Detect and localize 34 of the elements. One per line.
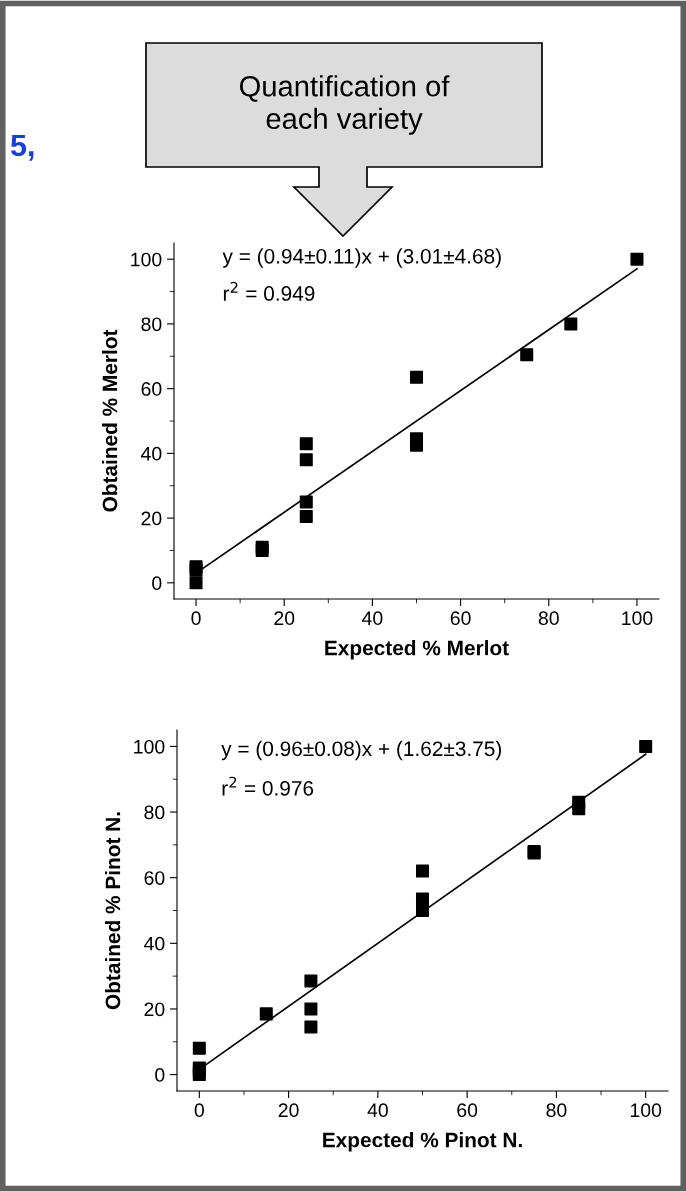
x-tick-label: 60 (457, 1103, 478, 1118)
y-tick-label: 60 (141, 382, 162, 396)
y-tick-label: 60 (144, 871, 165, 885)
y-tick-label: 0 (155, 1068, 165, 1082)
x-tick-label: 20 (278, 1103, 299, 1118)
text: 5, (10, 134, 34, 161)
y-tick-label: 100 (134, 739, 165, 754)
x-tick-label: 40 (362, 611, 383, 626)
y-tick-label: 0 (152, 576, 162, 591)
x-tick-label: 80 (546, 1103, 567, 1118)
y-tick-label: 100 (131, 252, 162, 267)
y-tick-label: 40 (141, 446, 162, 461)
x-tick-label: 0 (194, 1103, 204, 1118)
annotation: y = (0.96±0.08)x + (1.62±3.75) (221, 740, 502, 761)
y-tick-label: 80 (141, 317, 162, 332)
annotation: r$^{2}$ = 0.976 (222, 776, 314, 796)
y-tick-label: 20 (141, 511, 162, 526)
x-tick-label: 20 (274, 611, 295, 626)
x-tick-label: 60 (450, 611, 471, 626)
y-axis-title: Obtained % Merlot (102, 329, 118, 512)
y-axis-title: Obtained % Pinot N. (105, 812, 121, 1010)
annotation: y = (0.94±0.11)x + (3.01±4.68) (222, 248, 501, 268)
x-tick-label: 80 (538, 611, 559, 626)
x-axis-title: Expected % Pinot N. (323, 1132, 522, 1152)
y-tick-label: 80 (144, 805, 165, 820)
annotation: r$^{2}$ = 0.949 (223, 281, 315, 301)
x-axis-title: Expected % Merlot (325, 640, 509, 660)
y-tick-label: 40 (144, 936, 165, 951)
x-tick-label: 100 (630, 1103, 662, 1118)
text: Quantification of each variety (240, 75, 450, 135)
x-tick-label: 100 (622, 611, 653, 626)
x-tick-label: 0 (191, 611, 201, 626)
x-tick-label: 40 (367, 1103, 388, 1118)
y-tick-label: 20 (144, 1002, 165, 1017)
